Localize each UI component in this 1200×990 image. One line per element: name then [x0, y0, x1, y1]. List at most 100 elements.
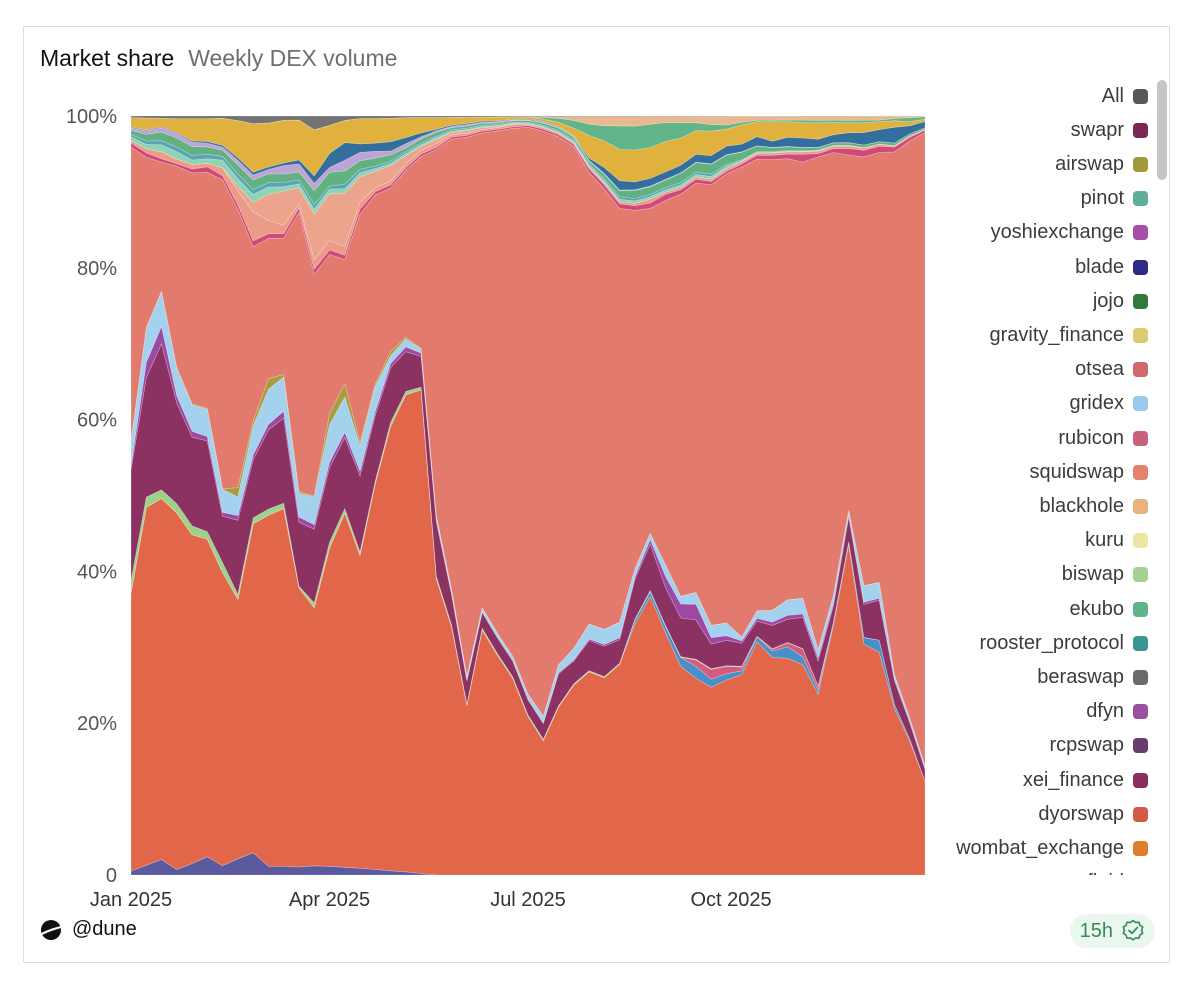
y-tick-label: 0 [106, 865, 117, 887]
legend-label: swapr [1070, 118, 1124, 141]
legend-item[interactable]: beraswap [1037, 664, 1148, 690]
legend-item[interactable]: kuru [1085, 528, 1148, 554]
legend-label: rooster_protocol [979, 631, 1124, 654]
freshness-badge[interactable]: 15h [1069, 914, 1155, 948]
y-tick-label: 40% [77, 561, 117, 583]
legend-item[interactable]: biswap [1062, 562, 1148, 588]
chart-header: Market share Weekly DEX volume [40, 45, 397, 72]
legend-label: dyorswap [1038, 802, 1124, 825]
y-tick-label: 20% [77, 713, 117, 735]
legend-item[interactable]: airswap [1055, 151, 1148, 177]
legend-item[interactable]: yoshiexchange [991, 220, 1148, 246]
legend-item[interactable]: rubicon [1058, 425, 1148, 451]
legend-swatch [1133, 806, 1148, 822]
legend-label: biswap [1061, 563, 1124, 586]
brand[interactable]: @dune [40, 918, 137, 941]
legend-swatch [1133, 327, 1148, 343]
legend-item[interactable]: dyorswap [1038, 801, 1148, 827]
legend-label: otsea [1075, 358, 1124, 381]
area-series-orange[interactable] [130, 389, 926, 876]
y-tick-label: 80% [77, 258, 117, 280]
legend-scrollbar[interactable] [1157, 80, 1167, 180]
legend-swatch [1133, 533, 1148, 549]
brand-handle: @dune [72, 918, 137, 940]
legend-swatch [1133, 669, 1148, 685]
legend-label: pinot [1080, 187, 1124, 210]
legend-swatch [1133, 430, 1148, 446]
area-series-violet[interactable] [130, 325, 926, 770]
area-series-green[interactable] [130, 386, 926, 782]
legend-swatch [1133, 396, 1148, 412]
legend-label: ekubo [1069, 597, 1125, 620]
legend-swatch [1133, 840, 1148, 856]
area-series-salmon-main-[interactable] [130, 126, 926, 766]
legend-label: gridex [1069, 392, 1124, 415]
area-series-mustard[interactable] [130, 116, 926, 183]
area-series-pink[interactable] [130, 389, 926, 782]
area-series-olive[interactable] [130, 290, 926, 766]
legend-swatch [1133, 567, 1148, 583]
tab-weekly-dex-volume[interactable]: Weekly DEX volume [188, 45, 398, 71]
area-series-mint[interactable] [130, 122, 926, 215]
legend-label: fluid [1087, 871, 1124, 875]
legend-swatch [1133, 464, 1148, 480]
x-tick-label: Jan 2025 [90, 889, 172, 911]
tab-market-share[interactable]: Market share [40, 45, 175, 71]
legend-swatch [1133, 498, 1148, 514]
legend-item[interactable]: otsea [1075, 357, 1148, 383]
area-series-steel-blue[interactable] [130, 118, 926, 191]
stacked-area-chart: 0 20% 40% 60% 80% 100% Jan 2025 Apr 2025 Jul 202… [66, 106, 926, 911]
legend-swatch [1133, 635, 1148, 651]
legend-label: kuru [1085, 529, 1124, 552]
legend-item[interactable]: wombat_exchange [956, 835, 1148, 861]
x-tick-label: Jul 2025 [490, 889, 566, 911]
area-series-gray[interactable] [130, 115, 925, 131]
x-tick-label: Apr 2025 [289, 889, 370, 911]
legend-swatch [1133, 225, 1148, 241]
legend-item[interactable]: swapr [1071, 117, 1148, 143]
freshness-age: 15h [1079, 919, 1113, 942]
legend-item[interactable]: rcpswap [1050, 733, 1148, 759]
legend-item[interactable]: squidswap [1029, 459, 1148, 485]
legend-swatch [1133, 772, 1148, 788]
area-layers [130, 115, 926, 876]
y-tick-label: 100% [66, 106, 117, 128]
legend-item[interactable]: rooster_protocol [979, 630, 1148, 656]
chart-card: Market share Weekly DEX volume 0 20% 40% 60… [23, 26, 1170, 963]
legend-label: dfyn [1086, 700, 1124, 723]
legend-swatch [1133, 362, 1148, 378]
legend-item[interactable]: gridex [1070, 391, 1148, 417]
legend-item[interactable]: dfyn [1086, 699, 1148, 725]
legend-label: squidswap [1029, 460, 1124, 483]
dune-logo-icon [41, 919, 61, 940]
legend-item[interactable]: pinot [1081, 186, 1148, 212]
legend-label: rcpswap [1049, 734, 1124, 757]
x-tick-label: Oct 2025 [690, 889, 771, 911]
legend-swatch [1133, 88, 1148, 104]
legend-label: yoshiexchange [990, 221, 1124, 244]
verified-check-icon [1122, 919, 1144, 941]
legend-swatch [1133, 191, 1148, 207]
legend-swatch [1133, 156, 1148, 172]
legend-item[interactable]: ekubo [1069, 596, 1148, 622]
legend-label: beraswap [1037, 665, 1124, 688]
legend-swatch [1133, 601, 1148, 617]
legend-label: gravity_finance [989, 323, 1124, 346]
legend-item[interactable]: jojo [1093, 288, 1148, 314]
legend-label: blackhole [1039, 494, 1124, 517]
legend-label: jojo [1092, 289, 1124, 312]
area-series-light-salmon[interactable] [130, 123, 926, 270]
area-series-blue[interactable] [130, 389, 926, 782]
legend-label: blade [1075, 255, 1124, 278]
area-series-crimson[interactable] [130, 125, 926, 276]
legend: All swapr airswap pinot yoshiexchange blade jo… [930, 79, 1170, 875]
legend-item[interactable]: blade [1075, 254, 1148, 280]
area-series-light-blue[interactable] [130, 290, 926, 768]
legend-item[interactable]: All [1102, 83, 1148, 109]
legend-item[interactable]: gravity_finance [989, 322, 1148, 348]
legend-item[interactable]: fluid [1087, 870, 1148, 875]
legend-item[interactable]: xei_finance [1023, 767, 1148, 793]
legend-label: rubicon [1058, 426, 1124, 449]
legend-swatch [1133, 122, 1148, 138]
legend-item[interactable]: blackhole [1039, 493, 1148, 519]
